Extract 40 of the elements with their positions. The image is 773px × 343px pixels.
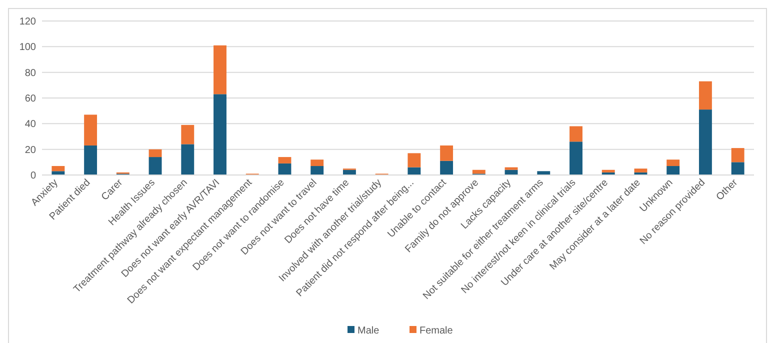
y-tick-label: 40 [24, 119, 36, 130]
bar [634, 168, 648, 172]
bar [84, 145, 98, 175]
bar [472, 170, 486, 174]
bar [698, 110, 712, 175]
bar [731, 148, 744, 162]
bar [440, 145, 454, 161]
y-tick-label: 20 [24, 144, 36, 156]
bar [570, 126, 582, 142]
bar [666, 160, 680, 166]
y-tick-label: 60 [24, 94, 36, 104]
bar [408, 167, 421, 175]
bar [537, 171, 550, 175]
bar [504, 167, 518, 170]
y-tick-label: 100 [19, 42, 36, 54]
y-tick-label: 0 [30, 170, 36, 182]
bar [181, 144, 194, 175]
bar [278, 157, 292, 164]
bar [310, 160, 324, 166]
y-tick-label: 120 [19, 16, 36, 28]
bar [278, 163, 292, 175]
legend-label: Female [420, 326, 454, 336]
bar [84, 114, 98, 146]
bar [148, 149, 162, 158]
bar [52, 171, 65, 175]
bar [698, 81, 712, 110]
bar [666, 166, 680, 175]
bar [214, 94, 226, 175]
bar [181, 124, 194, 144]
legend-label: Male [358, 326, 380, 336]
y-tick-label: 80 [24, 68, 36, 79]
bar [310, 166, 324, 175]
bar [52, 166, 65, 172]
bar [570, 142, 582, 175]
bar [214, 45, 226, 94]
bar [731, 162, 744, 175]
bar [148, 157, 162, 175]
bar [440, 160, 454, 175]
bar [602, 170, 615, 172]
bar [408, 153, 421, 168]
